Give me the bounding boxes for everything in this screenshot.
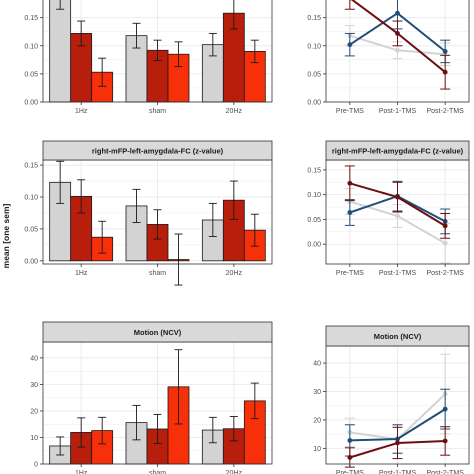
- x-tick-label: 1Hz: [75, 470, 88, 474]
- y-tick-label: 10: [30, 435, 38, 442]
- data-point: [395, 213, 400, 219]
- y-tick-label: 0.15: [307, 167, 321, 174]
- y-tick-label: 0.00: [24, 100, 38, 107]
- panel-4: right-mFP-left-amygdala-FC (z-value) 0.00…: [307, 140, 470, 277]
- y-tick-label: 0.10: [307, 43, 321, 50]
- data-point: [442, 69, 448, 75]
- y-tick-label: 0.00: [307, 242, 321, 249]
- title-strip: [42, 140, 273, 161]
- data-point: [395, 440, 400, 446]
- x-tick-label: 20Hz: [226, 470, 243, 474]
- y-tick-label: 0.00: [24, 258, 38, 265]
- panel-3: right-mFP-left-amygdala-FC (z-value) 0.00…: [24, 140, 273, 286]
- y-tick-label: 0.00: [307, 100, 321, 107]
- x-tick-label: Post-2-TMS: [426, 470, 464, 474]
- panel-title: Motion (NCV): [134, 328, 182, 337]
- x-tick-label: sham: [149, 470, 166, 474]
- panel-title: Motion (NCV): [374, 332, 422, 341]
- y-tick-label: 0.05: [307, 217, 321, 224]
- y-tick-label: 20: [30, 408, 38, 415]
- x-tick-label: 20Hz: [226, 108, 243, 115]
- data-point: [442, 240, 448, 246]
- x-tick-label: 1Hz: [75, 270, 88, 277]
- data-point: [442, 438, 448, 444]
- y-tick-label: 0.10: [24, 43, 38, 50]
- y-tick-label: 0.05: [24, 71, 38, 78]
- data-point: [395, 194, 400, 200]
- x-tick-label: Pre-TMS: [336, 270, 364, 277]
- data-point: [347, 210, 353, 215]
- y-tick-label: 40: [313, 361, 321, 368]
- panel-title: right-mFP-left-amygdala-FC (z-value): [332, 147, 464, 156]
- y-tick-label: 30: [313, 389, 321, 396]
- panel-5: Motion (NCV) 0 10 20 30 40 1Hz sham 20Hz: [30, 321, 273, 474]
- data-point: [395, 47, 400, 53]
- panel-1: 0.00 0.05 0.10 0.15 1Hz sham 20Hz: [24, 0, 273, 115]
- panel-2: 0.00 0.05 0.10 0.15 Pre-TMS Post-1-TMS Post-2-…: [307, 0, 470, 115]
- x-tick-label: Post-2-TMS: [426, 270, 464, 277]
- y-tick-label: 40: [30, 355, 38, 362]
- y-tick-label: 20: [313, 417, 321, 424]
- y-tick-label: 0: [34, 462, 38, 469]
- data-point: [347, 438, 353, 443]
- data-point: [347, 42, 353, 48]
- x-tick-label: 1Hz: [75, 108, 88, 115]
- x-tick-label: Post-1-TMS: [379, 108, 417, 115]
- y-tick-label: 0.10: [307, 192, 321, 199]
- data-point: [347, 180, 353, 186]
- data-point: [395, 31, 400, 36]
- data-point: [347, 455, 353, 460]
- data-point: [442, 223, 448, 229]
- y-tick-label: 30: [30, 382, 38, 389]
- panel-title: right-mFP-left-amygdala-FC (z-value): [92, 147, 224, 156]
- data-point: [442, 49, 448, 54]
- y-tick-label: 0.05: [24, 226, 38, 233]
- y-tick-label: 0.10: [24, 195, 38, 202]
- y-tick-label: 0.15: [307, 15, 321, 22]
- data-point: [395, 10, 400, 16]
- bar: [49, 0, 72, 103]
- x-tick-label: Post-1-TMS: [379, 470, 417, 474]
- y-tick-label: 0.05: [307, 71, 321, 78]
- x-tick-label: sham: [149, 108, 166, 115]
- title-strip: [325, 140, 470, 161]
- x-tick-label: Pre-TMS: [336, 108, 364, 115]
- title-strip: [42, 321, 273, 343]
- x-tick-label: 20Hz: [226, 270, 243, 277]
- x-tick-label: Pre-TMS: [336, 470, 364, 474]
- x-tick-label: Post-2-TMS: [426, 108, 464, 115]
- panel-6: Motion (NCV) 10 20 30 40 Pre-TMS Post-1-TMS Pos…: [313, 325, 470, 474]
- y-tick-label: 0.15: [24, 15, 38, 22]
- y-tick-label: 10: [313, 446, 321, 453]
- y-tick-label: 0.15: [24, 163, 38, 170]
- y-axis-label: mean [one sem]: [1, 203, 11, 268]
- x-tick-label: sham: [149, 270, 166, 277]
- x-tick-label: Post-1-TMS: [379, 270, 417, 277]
- data-point: [442, 406, 448, 412]
- title-strip: [325, 325, 470, 347]
